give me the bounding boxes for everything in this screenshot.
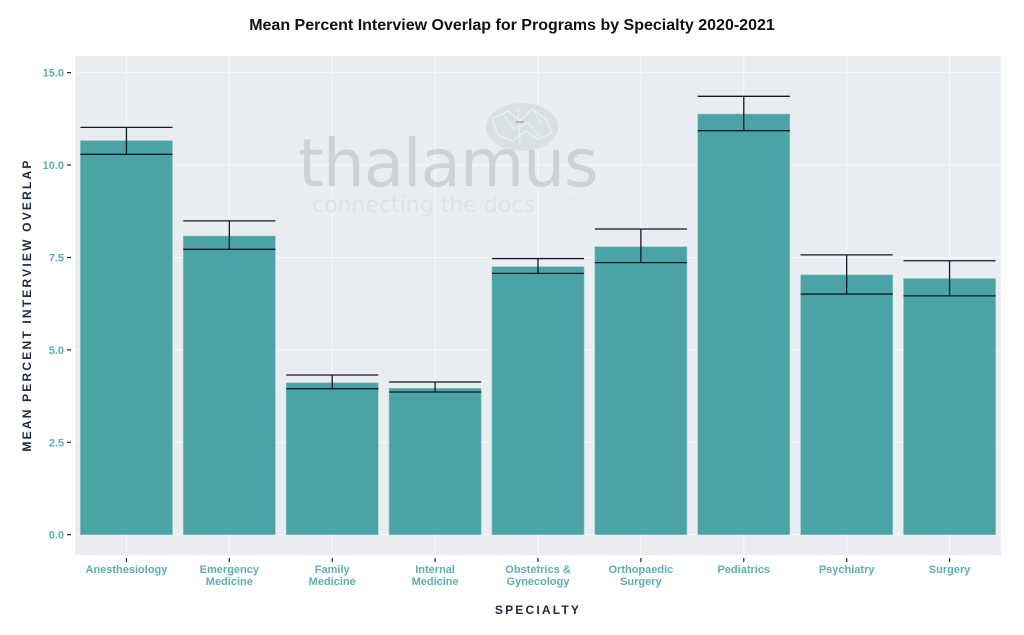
x-tick-label: Psychiatry (819, 564, 876, 576)
x-tick-label-line: Orthopaedic (608, 564, 673, 576)
error-bars (80, 95, 996, 393)
x-tick-label-line: Medicine (412, 576, 459, 588)
error-bar (389, 381, 482, 393)
x-tick-label: Internal Medicine (412, 564, 459, 588)
x-tick-label: Obstetrics & Gynecology (505, 564, 570, 588)
watermark: thalamus ® connecting the docs ™ (298, 103, 598, 218)
x-tick-label-line: Psychiatry (819, 564, 876, 576)
error-bar (491, 257, 585, 274)
x-tick-label-line: Emergency (200, 564, 260, 576)
watermark-brand: thalamus (298, 125, 597, 202)
bars (80, 113, 996, 535)
x-tick-label: Orthopaedic Surgery (608, 564, 673, 588)
x-tick-label-line: Medicine (206, 576, 253, 588)
x-tick-label-line: Pediatrics (717, 564, 770, 576)
x-tick-label: Surgery (929, 564, 971, 576)
bar (800, 274, 894, 535)
error-bar (80, 126, 173, 155)
x-tick-label: Anesthesiology (85, 564, 168, 576)
y-tick-label: 7.5 (49, 252, 64, 264)
y-tick-label: 2.5 (49, 437, 64, 449)
watermark-tagline: connecting the docs (312, 193, 535, 218)
x-tick-label-line: Family (315, 564, 351, 576)
y-tick-label: 0.0 (49, 530, 64, 542)
x-tick-label-line: Gynecology (507, 576, 571, 588)
x-tick-label: Pediatrics (717, 564, 770, 576)
x-tick-label-line: Obstetrics & (505, 564, 570, 576)
error-bar (697, 95, 790, 132)
registered-mark-icon: ® (572, 151, 579, 160)
error-bar (286, 374, 379, 390)
bar (903, 278, 996, 535)
y-tick-label: 10.0 (43, 160, 64, 172)
y-axis: 0.0 2.5 5.0 7.5 10.0 15.0 (43, 68, 71, 542)
bar (594, 246, 688, 535)
y-tick-label: 5.0 (49, 345, 64, 357)
error-bar (183, 220, 276, 250)
error-bar (800, 254, 893, 295)
x-tick-label-line: Surgery (620, 576, 662, 588)
bar (697, 113, 791, 535)
y-axis-title: MEAN PERCENT INTERVIEW OVERLAP (20, 158, 34, 451)
bar (80, 140, 173, 535)
x-tick-label-line: Medicine (309, 576, 356, 588)
x-tick-label-line: Internal (415, 564, 455, 576)
x-tick-label-line: Surgery (929, 564, 971, 576)
bar (388, 387, 482, 535)
bar (182, 235, 276, 535)
bar (285, 382, 379, 535)
error-bar (903, 260, 996, 297)
x-axis-title: SPECIALTY (495, 603, 581, 617)
error-bar (594, 228, 687, 264)
x-tick-label: Family Medicine (309, 564, 356, 588)
x-tick-label-line: Anesthesiology (85, 564, 168, 576)
trademark-icon: ™ (568, 197, 575, 205)
y-tick-label: 15.0 (43, 68, 64, 80)
x-tick-label: Emergency Medicine (200, 564, 260, 588)
brain-logo-icon (486, 103, 558, 151)
bar (491, 266, 585, 535)
chart-title: Mean Percent Interview Overlap for Progr… (249, 17, 775, 34)
